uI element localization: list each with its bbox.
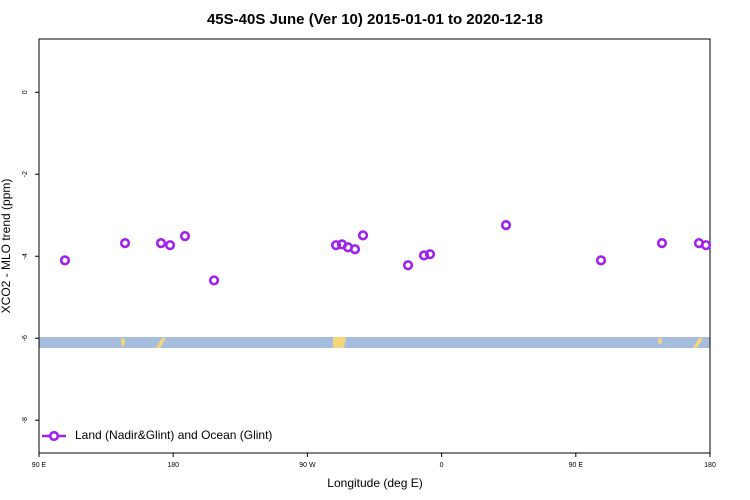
land	[693, 338, 703, 348]
x-tick-label: 180	[704, 462, 716, 469]
x-axis-label: Longitude (deg E)	[327, 476, 422, 490]
land	[156, 338, 166, 348]
legend-label: Land (Nadir&Glint) and Ocean (Glint)	[75, 428, 272, 442]
chart-title: 45S-40S June (Ver 10) 2015-01-01 to 2020…	[207, 11, 543, 28]
point	[424, 249, 436, 260]
land	[658, 338, 662, 344]
legend-marker	[48, 430, 60, 442]
point	[656, 238, 668, 249]
x-tick-label: 90 E	[569, 462, 584, 469]
point	[59, 255, 71, 266]
y-axis-label: XCO2 - MLO trend (ppm)	[0, 179, 13, 314]
point	[164, 240, 176, 251]
point	[349, 244, 361, 255]
x-tick-label: 90 W	[299, 462, 316, 469]
y-tick-label: -4	[22, 253, 29, 259]
x-tick-label: 0	[440, 462, 444, 469]
y-tick-label: -2	[22, 171, 29, 177]
x-tick-label: 180	[167, 462, 179, 469]
point	[208, 275, 220, 286]
point	[700, 240, 712, 251]
point	[179, 231, 191, 242]
land	[333, 337, 346, 348]
point	[357, 230, 369, 241]
point	[155, 238, 167, 249]
point	[119, 238, 131, 249]
map-strip	[39, 337, 710, 348]
y-tick-label: -8	[22, 417, 29, 423]
x-tick-label: 90 E	[32, 462, 47, 469]
y-tick-label: -6	[22, 335, 29, 341]
point	[402, 260, 414, 271]
point	[595, 255, 607, 266]
land	[121, 338, 125, 346]
point	[418, 250, 430, 261]
point	[500, 219, 512, 231]
y-tick-label: 0	[22, 90, 29, 94]
point	[330, 240, 342, 251]
plot-frame	[38, 38, 711, 454]
